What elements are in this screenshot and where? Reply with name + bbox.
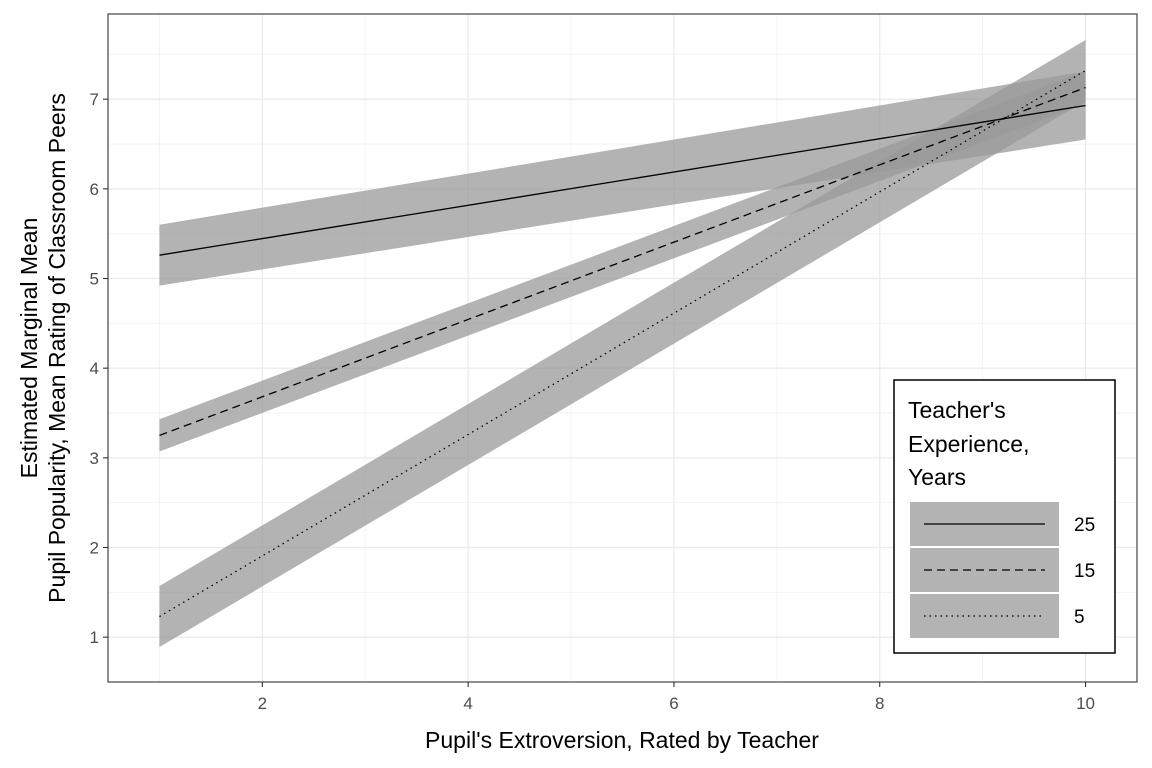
- y-tick-label: 5: [90, 270, 99, 289]
- legend-title-line-1: Teacher's: [908, 397, 1006, 423]
- legend-title-line-2: Experience,: [908, 431, 1029, 457]
- series-line-25: [159, 104, 1086, 256]
- x-tick-label: 8: [875, 694, 884, 713]
- y-tick-label: 2: [90, 539, 99, 558]
- y-tick-label: 4: [90, 359, 99, 378]
- x-tick-label: 6: [669, 694, 678, 713]
- legend-title-line-3: Years: [908, 464, 966, 490]
- y-axis: 1 2 3 4 5 6 7: [90, 90, 108, 647]
- legend-keys: 25 15 5: [910, 502, 1095, 638]
- confidence-band-25: [159, 71, 1086, 286]
- y-axis-title-line-1: Estimated Marginal Mean: [16, 218, 42, 479]
- y-tick-label: 3: [90, 449, 99, 468]
- x-axis-title: Pupil's Extroversion, Rated by Teacher: [425, 727, 819, 753]
- x-tick-label: 4: [463, 694, 472, 713]
- legend-label-5: 5: [1074, 607, 1085, 628]
- legend-label-25: 25: [1074, 515, 1095, 536]
- y-tick-label: 1: [90, 628, 99, 647]
- x-tick-label: 2: [258, 694, 267, 713]
- confidence-band-5: [159, 40, 1086, 648]
- legend-label-15: 15: [1074, 561, 1095, 582]
- y-tick-label: 6: [90, 180, 99, 199]
- legend: Teacher's Experience, Years 25 15 5: [893, 379, 1116, 654]
- x-tick-label: 10: [1076, 694, 1095, 713]
- legend-key-band-15: [910, 548, 1059, 592]
- y-axis-title-line-2: Pupil Popularity, Mean Rating of Classro…: [44, 93, 70, 603]
- plot-border: [107, 13, 1138, 683]
- x-axis: 2 4 6 8 10: [258, 682, 1095, 713]
- series-lines: [159, 69, 1086, 618]
- y-tick-label: 7: [90, 90, 99, 109]
- series-line-15: [159, 86, 1086, 437]
